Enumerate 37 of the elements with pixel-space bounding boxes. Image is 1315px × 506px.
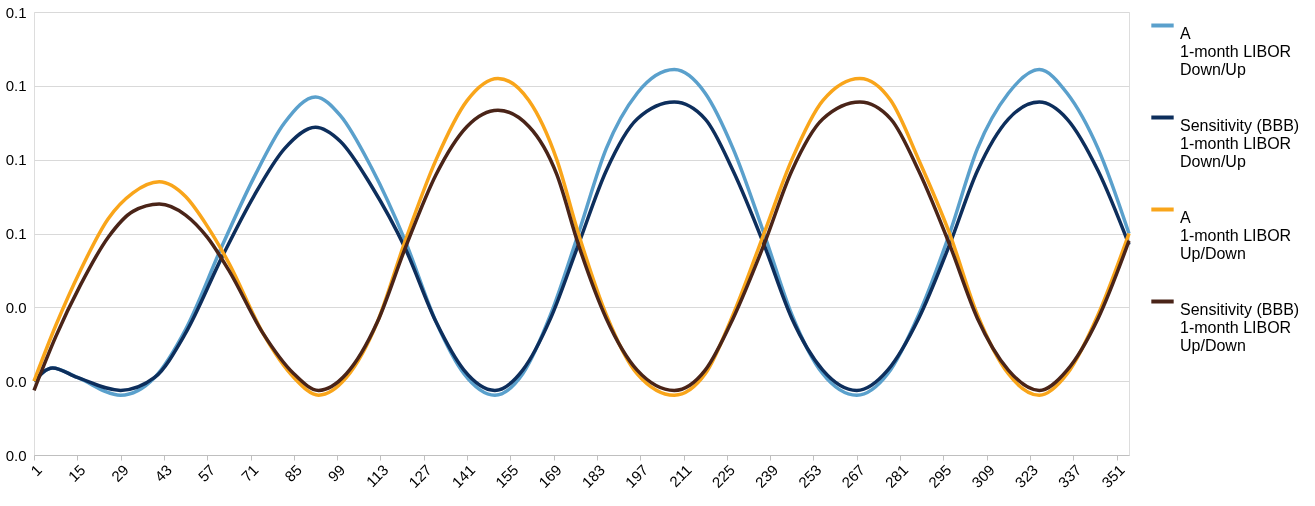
x-tick-label: 85	[281, 461, 305, 485]
x-tick-label: 309	[968, 461, 998, 491]
x-tick-label: 127	[405, 461, 435, 491]
x-tick-label: 43	[151, 461, 176, 485]
x-tick-label: 253	[794, 461, 825, 491]
x-tick-label: 239	[751, 461, 782, 491]
x-tick-label: 267	[838, 461, 868, 491]
x-tick-label: 1	[27, 461, 46, 480]
x-tick-label: 29	[107, 461, 132, 485]
x-tick-label: 169	[535, 461, 565, 491]
y-tick-label: 0.1	[5, 3, 27, 21]
legend-label: Sensitivity (BBB) 1-month LIBOR Down/Up	[1180, 116, 1300, 170]
y-tick-label: 0.1	[5, 77, 27, 95]
x-tick-label: 211	[665, 461, 695, 491]
x-tick-label: 57	[194, 461, 219, 485]
x-tick-label: 99	[324, 461, 349, 485]
y-tick-label: 0.1	[5, 225, 27, 242]
x-tick-label: 295	[924, 461, 955, 491]
x-tick-label: 337	[1054, 461, 1085, 491]
x-tick-label: 183	[578, 461, 609, 491]
x-tick-label: 113	[362, 461, 392, 491]
x-tick-label: 141	[448, 461, 479, 491]
legend-label: Sensitivity (BBB) 1-month LIBOR Up/Down	[1180, 300, 1300, 354]
x-tick-label: 225	[708, 461, 738, 491]
x-tick-label: 323	[1011, 461, 1042, 491]
legend-label: A 1-month LIBOR Up/Down	[1180, 208, 1292, 262]
x-tick-label: 71	[237, 461, 262, 485]
x-tick-label: 351	[1098, 461, 1128, 491]
x-tick-label: 197	[621, 461, 652, 491]
legend-label: A 1-month LIBOR Down/Up	[1180, 24, 1292, 78]
x-tick-label: 155	[491, 461, 522, 491]
y-tick-label: 0.0	[5, 372, 27, 390]
x-tick-label: 281	[881, 461, 912, 491]
x-tick-label: 15	[64, 461, 89, 485]
y-tick-label: 0.0	[5, 298, 27, 316]
y-tick-label: 0.0	[5, 446, 27, 464]
y-tick-label: 0.1	[5, 151, 27, 169]
